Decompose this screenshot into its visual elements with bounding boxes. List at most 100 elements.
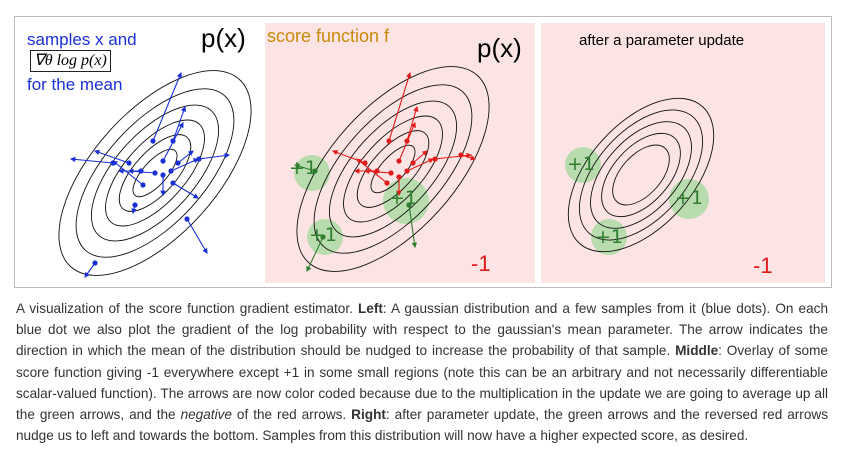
- density-contour: [313, 84, 473, 254]
- score-arrow-green: [293, 163, 316, 172]
- plus-one-region-label: +1: [595, 226, 624, 248]
- sample-dot: [388, 170, 394, 176]
- density-contour: [90, 104, 220, 242]
- caption-right-heading: Right: [351, 407, 386, 423]
- density-contour: [612, 144, 670, 206]
- score-arrow-red: [388, 71, 412, 142]
- sample-dot: [138, 168, 144, 174]
- plus-one-region: [294, 155, 330, 191]
- density-label-left: p(x): [201, 23, 246, 53]
- sample-dot: [175, 160, 181, 166]
- sample-dot: [132, 202, 138, 208]
- panel-title: after a parameter update: [579, 32, 745, 49]
- score-arrow-red: [406, 105, 419, 142]
- density-contour: [118, 134, 192, 212]
- figure-caption: A visualization of the score function gr…: [16, 298, 828, 446]
- sample-dot: [152, 170, 158, 176]
- density-contour: [343, 115, 443, 223]
- plus-one-region-label: +1: [289, 157, 318, 179]
- gradient-arrow: [170, 158, 200, 172]
- sample-dot: [432, 156, 438, 162]
- gradient-expression: ∇θ log p(x): [30, 50, 111, 72]
- sample-dot: [384, 180, 390, 186]
- gradient-arrow: [152, 71, 182, 142]
- sample-dot: [168, 168, 174, 174]
- density-contour: [370, 144, 416, 194]
- caption-middle-text: : Overlay of some score function giving …: [16, 343, 828, 423]
- gradient-arrow: [69, 156, 114, 164]
- density-contour: [75, 88, 235, 258]
- score-arrow-green: [306, 236, 324, 272]
- score-arrow-red: [434, 152, 473, 160]
- density-contour: [296, 66, 490, 272]
- sample-dot: [396, 158, 402, 164]
- samples-label: samples x and: [27, 30, 137, 49]
- density-contour: [105, 119, 205, 227]
- minus-one-label: -1: [753, 253, 773, 278]
- sample-dot: [184, 216, 190, 222]
- sample-dot: [404, 168, 410, 174]
- left-plot: [58, 70, 252, 278]
- gradient-arrow: [112, 160, 144, 186]
- sample-dot: [386, 138, 392, 144]
- sample-dot: [410, 160, 416, 166]
- caption-negative-word: negative: [180, 407, 232, 423]
- plus-one-region: [383, 178, 429, 224]
- gradient-arrow: [177, 150, 194, 164]
- figure: samples x and ∇θ log p(x) for the mean p…: [14, 16, 832, 288]
- gradient-expression-text: ∇θ log p(x): [34, 52, 107, 69]
- plus-one-region: [565, 147, 601, 183]
- for-the-mean-label: for the mean: [27, 75, 123, 94]
- middle-plot: [293, 66, 490, 272]
- score-arrow-red: [412, 150, 428, 164]
- right-plot: [565, 97, 715, 255]
- middle-panel: score function f p(x) +1 +1 +1 -1: [265, 23, 535, 283]
- sample-dot: [170, 138, 176, 144]
- density-contour: [132, 148, 178, 198]
- caption-right-text: : after parameter update, the green arro…: [16, 407, 828, 444]
- sample-dot: [312, 168, 318, 174]
- gradient-arrow: [198, 152, 231, 160]
- caption-middle-heading: Middle: [675, 343, 719, 359]
- score-function-label: score function f: [267, 26, 390, 46]
- right-panel: after a parameter update +1 +1 +1 -1: [541, 23, 825, 283]
- left-panel: samples x and ∇θ log p(x) for the mean p…: [23, 23, 263, 283]
- sample-dot: [196, 156, 202, 162]
- plus-one-region-label: +1: [389, 187, 418, 209]
- sample-dot: [126, 160, 132, 166]
- caption-intro: A visualization of the score function gr…: [16, 301, 358, 316]
- sample-dot: [92, 260, 98, 266]
- caption-left-text: : A gaussian distribution and a few samp…: [16, 301, 829, 359]
- density-contour: [567, 97, 715, 253]
- density-contour: [58, 70, 252, 276]
- caption-red-arrows-text: of the red arrows.: [231, 407, 352, 423]
- gradient-arrow: [172, 105, 187, 142]
- score-arrow-green: [408, 204, 418, 249]
- density-contour: [601, 132, 681, 218]
- density-label-middle: p(x): [477, 33, 522, 63]
- score-arrow-red: [356, 158, 388, 184]
- sample-dot: [150, 138, 156, 144]
- score-arrow-red: [406, 158, 434, 172]
- caption-left-heading: Left: [357, 301, 383, 316]
- plus-one-region-label: +1: [309, 224, 338, 246]
- plus-one-region-label: +1: [567, 153, 596, 175]
- sample-dot: [406, 202, 412, 208]
- gradient-arrow: [172, 182, 199, 199]
- sample-dot: [160, 158, 166, 164]
- sample-dot: [458, 152, 464, 158]
- gradient-arrow: [93, 149, 130, 164]
- gradient-arrow: [186, 218, 208, 254]
- density-contour: [578, 109, 704, 241]
- minus-one-label: -1: [471, 251, 491, 276]
- plus-one-region-label: +1: [675, 187, 704, 209]
- sample-dot: [160, 172, 166, 178]
- sample-dot: [320, 234, 326, 240]
- sample-dot: [140, 182, 146, 188]
- density-contour: [356, 130, 430, 208]
- density-contour: [328, 100, 458, 238]
- sample-dot: [374, 168, 380, 174]
- gradient-arrow: [84, 262, 96, 278]
- sample-dot: [170, 180, 176, 186]
- sample-dot: [396, 174, 402, 180]
